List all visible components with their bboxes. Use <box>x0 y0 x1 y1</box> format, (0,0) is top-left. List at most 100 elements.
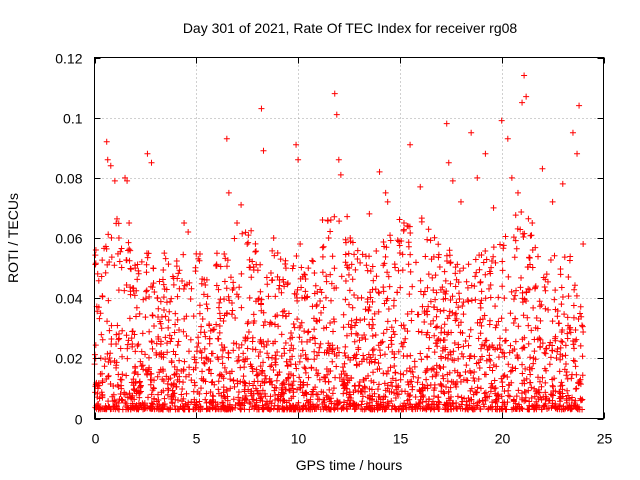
data-point <box>374 386 381 393</box>
data-point <box>568 375 575 382</box>
data-point <box>199 368 206 375</box>
data-point <box>381 260 388 267</box>
data-point <box>276 277 283 284</box>
data-point <box>566 257 573 264</box>
data-point <box>392 369 399 376</box>
data-point <box>360 385 367 392</box>
data-point <box>561 311 568 318</box>
data-point <box>314 352 321 359</box>
data-point <box>129 392 136 399</box>
data-point <box>523 289 530 296</box>
data-point <box>244 241 251 248</box>
data-point <box>556 389 563 396</box>
data-point <box>380 238 387 245</box>
data-point <box>294 316 301 323</box>
data-point <box>249 334 256 341</box>
data-point <box>490 253 497 260</box>
data-point <box>329 358 336 365</box>
data-point <box>383 405 390 412</box>
data-point <box>419 392 426 399</box>
data-point <box>523 298 530 305</box>
data-point <box>431 349 438 356</box>
data-point <box>161 285 168 292</box>
data-point <box>519 370 526 377</box>
data-point <box>155 336 162 343</box>
data-point <box>380 330 387 337</box>
data-point <box>328 297 335 304</box>
data-point <box>98 370 105 377</box>
data-point <box>238 341 245 348</box>
data-point <box>437 380 444 387</box>
data-point <box>305 374 312 381</box>
data-point <box>526 379 533 386</box>
data-point <box>512 292 519 299</box>
data-point <box>136 394 143 401</box>
data-point <box>290 393 297 400</box>
y-axis-label: ROTI / TECUs <box>5 193 21 283</box>
data-point <box>284 281 291 288</box>
data-point <box>415 374 422 381</box>
data-point <box>336 374 343 381</box>
data-point <box>366 210 373 217</box>
data-point <box>526 402 533 409</box>
data-point <box>414 311 421 318</box>
data-point <box>423 367 430 374</box>
data-point <box>495 294 502 301</box>
data-point <box>480 401 487 408</box>
data-point <box>311 405 318 412</box>
data-point <box>554 313 561 320</box>
data-point <box>482 271 489 278</box>
data-point <box>369 286 376 293</box>
data-point <box>520 377 527 384</box>
data-point <box>172 396 179 403</box>
data-point <box>123 332 130 339</box>
data-point <box>213 282 220 289</box>
data-point <box>468 404 475 411</box>
data-point <box>418 215 425 222</box>
data-point <box>459 405 466 412</box>
data-point <box>279 397 286 404</box>
data-point <box>197 329 204 336</box>
data-point <box>453 404 460 411</box>
data-point <box>553 354 560 361</box>
data-point <box>482 396 489 403</box>
data-point <box>552 287 559 294</box>
data-point <box>512 365 519 372</box>
data-point <box>451 340 458 347</box>
data-point <box>302 288 309 295</box>
data-point <box>482 295 489 302</box>
data-point <box>192 268 199 275</box>
data-point <box>438 388 445 395</box>
data-point <box>176 285 183 292</box>
data-point <box>344 213 351 220</box>
data-point <box>160 387 167 394</box>
data-point <box>429 365 436 372</box>
data-point <box>331 213 338 220</box>
data-point <box>117 391 124 398</box>
data-point <box>376 394 383 401</box>
data-point <box>522 365 529 372</box>
data-point <box>165 386 172 393</box>
data-point <box>296 358 303 365</box>
data-point <box>409 368 416 375</box>
data-point <box>298 338 305 345</box>
data-point <box>432 340 439 347</box>
data-point <box>453 405 460 412</box>
data-point <box>205 367 212 374</box>
data-point <box>409 383 416 390</box>
data-point <box>274 348 281 355</box>
y-tick-label: 0 <box>75 412 83 428</box>
data-point <box>266 378 273 385</box>
data-point <box>115 287 122 294</box>
data-point <box>519 380 526 387</box>
data-point <box>400 226 407 233</box>
data-point <box>470 400 477 407</box>
data-point <box>513 393 520 400</box>
data-point <box>198 375 205 382</box>
data-point <box>223 135 230 142</box>
data-point <box>550 383 557 390</box>
data-point <box>190 406 197 413</box>
data-point <box>561 254 568 261</box>
data-point <box>519 299 526 306</box>
data-point <box>330 328 337 335</box>
